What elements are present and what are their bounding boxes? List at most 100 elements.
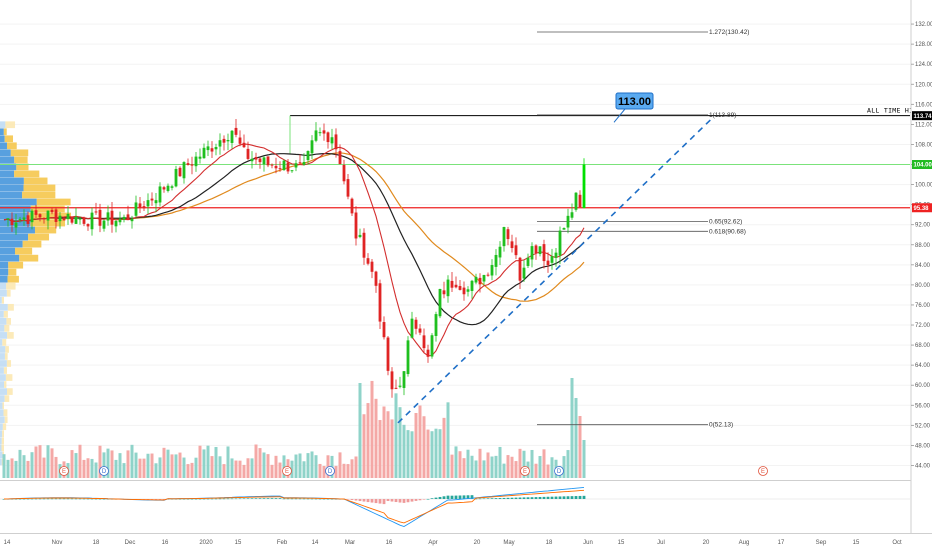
fib-label: 0(52.13) [709,422,733,429]
price-tick-label: 60.00 [915,383,931,389]
macd-histogram-bar [371,499,374,503]
macd-histogram-bar [511,498,514,499]
macd-histogram-bar [311,499,314,500]
time-tick-label: 16 [386,540,393,546]
macd-histogram-bar [423,499,426,500]
macd-histogram-bar [359,499,362,501]
macd-histogram-bar [239,498,242,499]
volume-bar [459,451,462,478]
candle-body [507,229,510,239]
time-tick-label: 20 [703,540,710,546]
candle-body [479,278,482,284]
volume-bar [423,416,426,478]
profile-bar-up [0,458,2,465]
candle-body [331,137,334,143]
macd-histogram-bar [363,499,366,502]
candle-body [335,134,338,149]
fib-label: 0.618(90.68) [709,228,746,235]
volume-bar [487,452,490,478]
profile-bar-up [0,381,4,388]
profile-bar-up [0,297,2,304]
macd-histogram-bar [415,499,418,501]
profile-bar-up [0,353,5,360]
profile-bar-down [7,360,11,367]
macd-histogram-bar [555,497,558,499]
profile-bar-down [4,381,6,388]
macd-histogram-bar [403,499,406,503]
volume-bar [155,463,158,478]
candle-body [163,187,166,189]
macd-histogram-bar [247,498,250,499]
candle-body [327,132,330,142]
volume-bar [463,458,466,478]
volume-bar [91,459,94,478]
candle-body [87,224,90,226]
volume-bar [439,429,442,478]
profile-bar-up [0,444,1,451]
volume-bar [215,447,218,478]
profile-bar-down [6,318,11,325]
candle-body [135,202,138,215]
volume-bar [371,381,374,478]
volume-bar [515,461,518,478]
profile-bar-up [0,346,5,353]
candle-body [179,168,182,176]
volume-bar [483,460,486,478]
macd-histogram-bar [547,497,550,499]
volume-bar [243,465,246,478]
macd-histogram-bar [243,498,246,499]
volume-bar [35,446,38,478]
volume-bar [227,446,230,478]
volume-bar [431,431,434,478]
macd-histogram-bar [275,498,278,499]
profile-bar-up [0,234,28,241]
macd-histogram-bar [287,499,290,500]
profile-bar-up [0,423,3,430]
macd-histogram-bar [455,496,458,499]
macd-histogram-bar [367,499,370,502]
volume-bar [191,463,194,478]
macd-histogram-bar [543,497,546,499]
profile-bar-down [7,290,11,297]
profile-bar-down [14,171,39,178]
macd-histogram-bar [575,496,578,499]
candle-body [235,128,238,135]
price-tick-label: 128.00 [915,42,932,48]
volume-bar [307,453,310,478]
volume-bar [399,407,402,478]
price-tick-label: 44.00 [915,463,931,469]
volume-bar [167,450,170,478]
volume-bar [19,450,22,478]
profile-bar-up [0,269,8,276]
candle-body [279,168,282,169]
volume-bar [403,425,406,478]
volume-bar [379,420,382,478]
candle-body [143,206,146,208]
time-tick-label: Mar [345,540,355,546]
volume-bar [27,461,30,478]
candle-body [75,217,78,224]
macd-histogram-bar [347,499,350,500]
candle-body [127,214,130,220]
macd-histogram-bar [207,499,210,500]
profile-bar-down [8,304,14,311]
volume-bar [119,453,122,478]
candle-body [423,335,426,348]
profile-bar-up [0,283,6,290]
profile-bar-down [2,437,4,444]
volume-bar [571,378,574,478]
volume-bar [147,454,150,478]
macd-histogram-bar [487,498,490,499]
candle-body [471,281,474,291]
macd-histogram-bar [395,499,398,502]
candle-body [283,161,286,170]
price-tick-label: 68.00 [915,343,931,349]
profile-bar-down [35,227,56,234]
volume-bar [335,466,338,478]
macd-histogram-bar [523,497,526,499]
candle-body [239,138,242,144]
price-axis[interactable]: 132.00128.00124.00120.00116.00112.00108.… [911,0,932,533]
profile-bar-down [5,346,9,353]
